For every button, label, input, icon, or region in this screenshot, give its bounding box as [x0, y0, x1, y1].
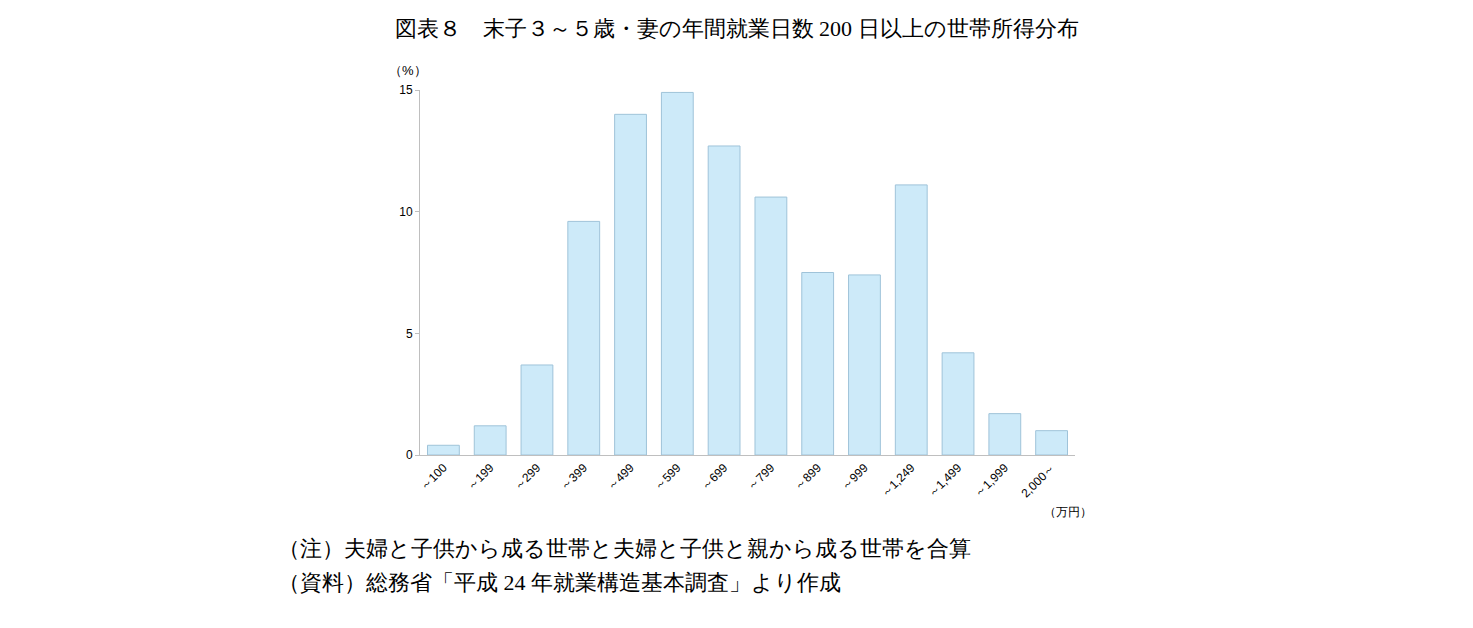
svg-text:～899: ～899	[791, 461, 824, 494]
svg-text:～699: ～699	[698, 461, 731, 494]
svg-text:～199: ～199	[464, 461, 497, 494]
svg-text:～299: ～299	[511, 461, 544, 494]
svg-text:（注）夫婦と子供から成る世帯と夫婦と子供と親から成る世帯を合: （注）夫婦と子供から成る世帯と夫婦と子供と親から成る世帯を合算	[278, 536, 971, 561]
svg-text:～999: ～999	[838, 461, 871, 494]
svg-text:0: 0	[406, 448, 413, 462]
svg-text:10: 10	[399, 205, 413, 219]
svg-text:15: 15	[399, 83, 413, 97]
svg-text:5: 5	[406, 327, 413, 341]
svg-text:（資料）総務省「平成 24 年就業構造基本調査」より作成: （資料）総務省「平成 24 年就業構造基本調査」より作成	[278, 570, 841, 595]
svg-text:2,000～: 2,000～	[1018, 461, 1058, 501]
svg-text:～1,999: ～1,999	[972, 461, 1012, 501]
svg-text:～1,249: ～1,249	[878, 461, 918, 501]
svg-text:図表８ 末子３～５歳・妻の年間就業日数 200 日以上の世帯: 図表８ 末子３～５歳・妻の年間就業日数 200 日以上の世帯所得分布	[395, 16, 1079, 41]
svg-text:（%）: （%）	[389, 63, 427, 78]
svg-text:～599: ～599	[651, 461, 684, 494]
svg-text:～799: ～799	[745, 461, 778, 494]
svg-text:～499: ～499	[604, 461, 637, 494]
svg-text:～1,499: ～1,499	[925, 461, 965, 501]
svg-text:～399: ～399	[558, 461, 591, 494]
svg-text:（万円）: （万円）	[1044, 505, 1092, 519]
svg-text:～100: ～100	[417, 461, 450, 494]
